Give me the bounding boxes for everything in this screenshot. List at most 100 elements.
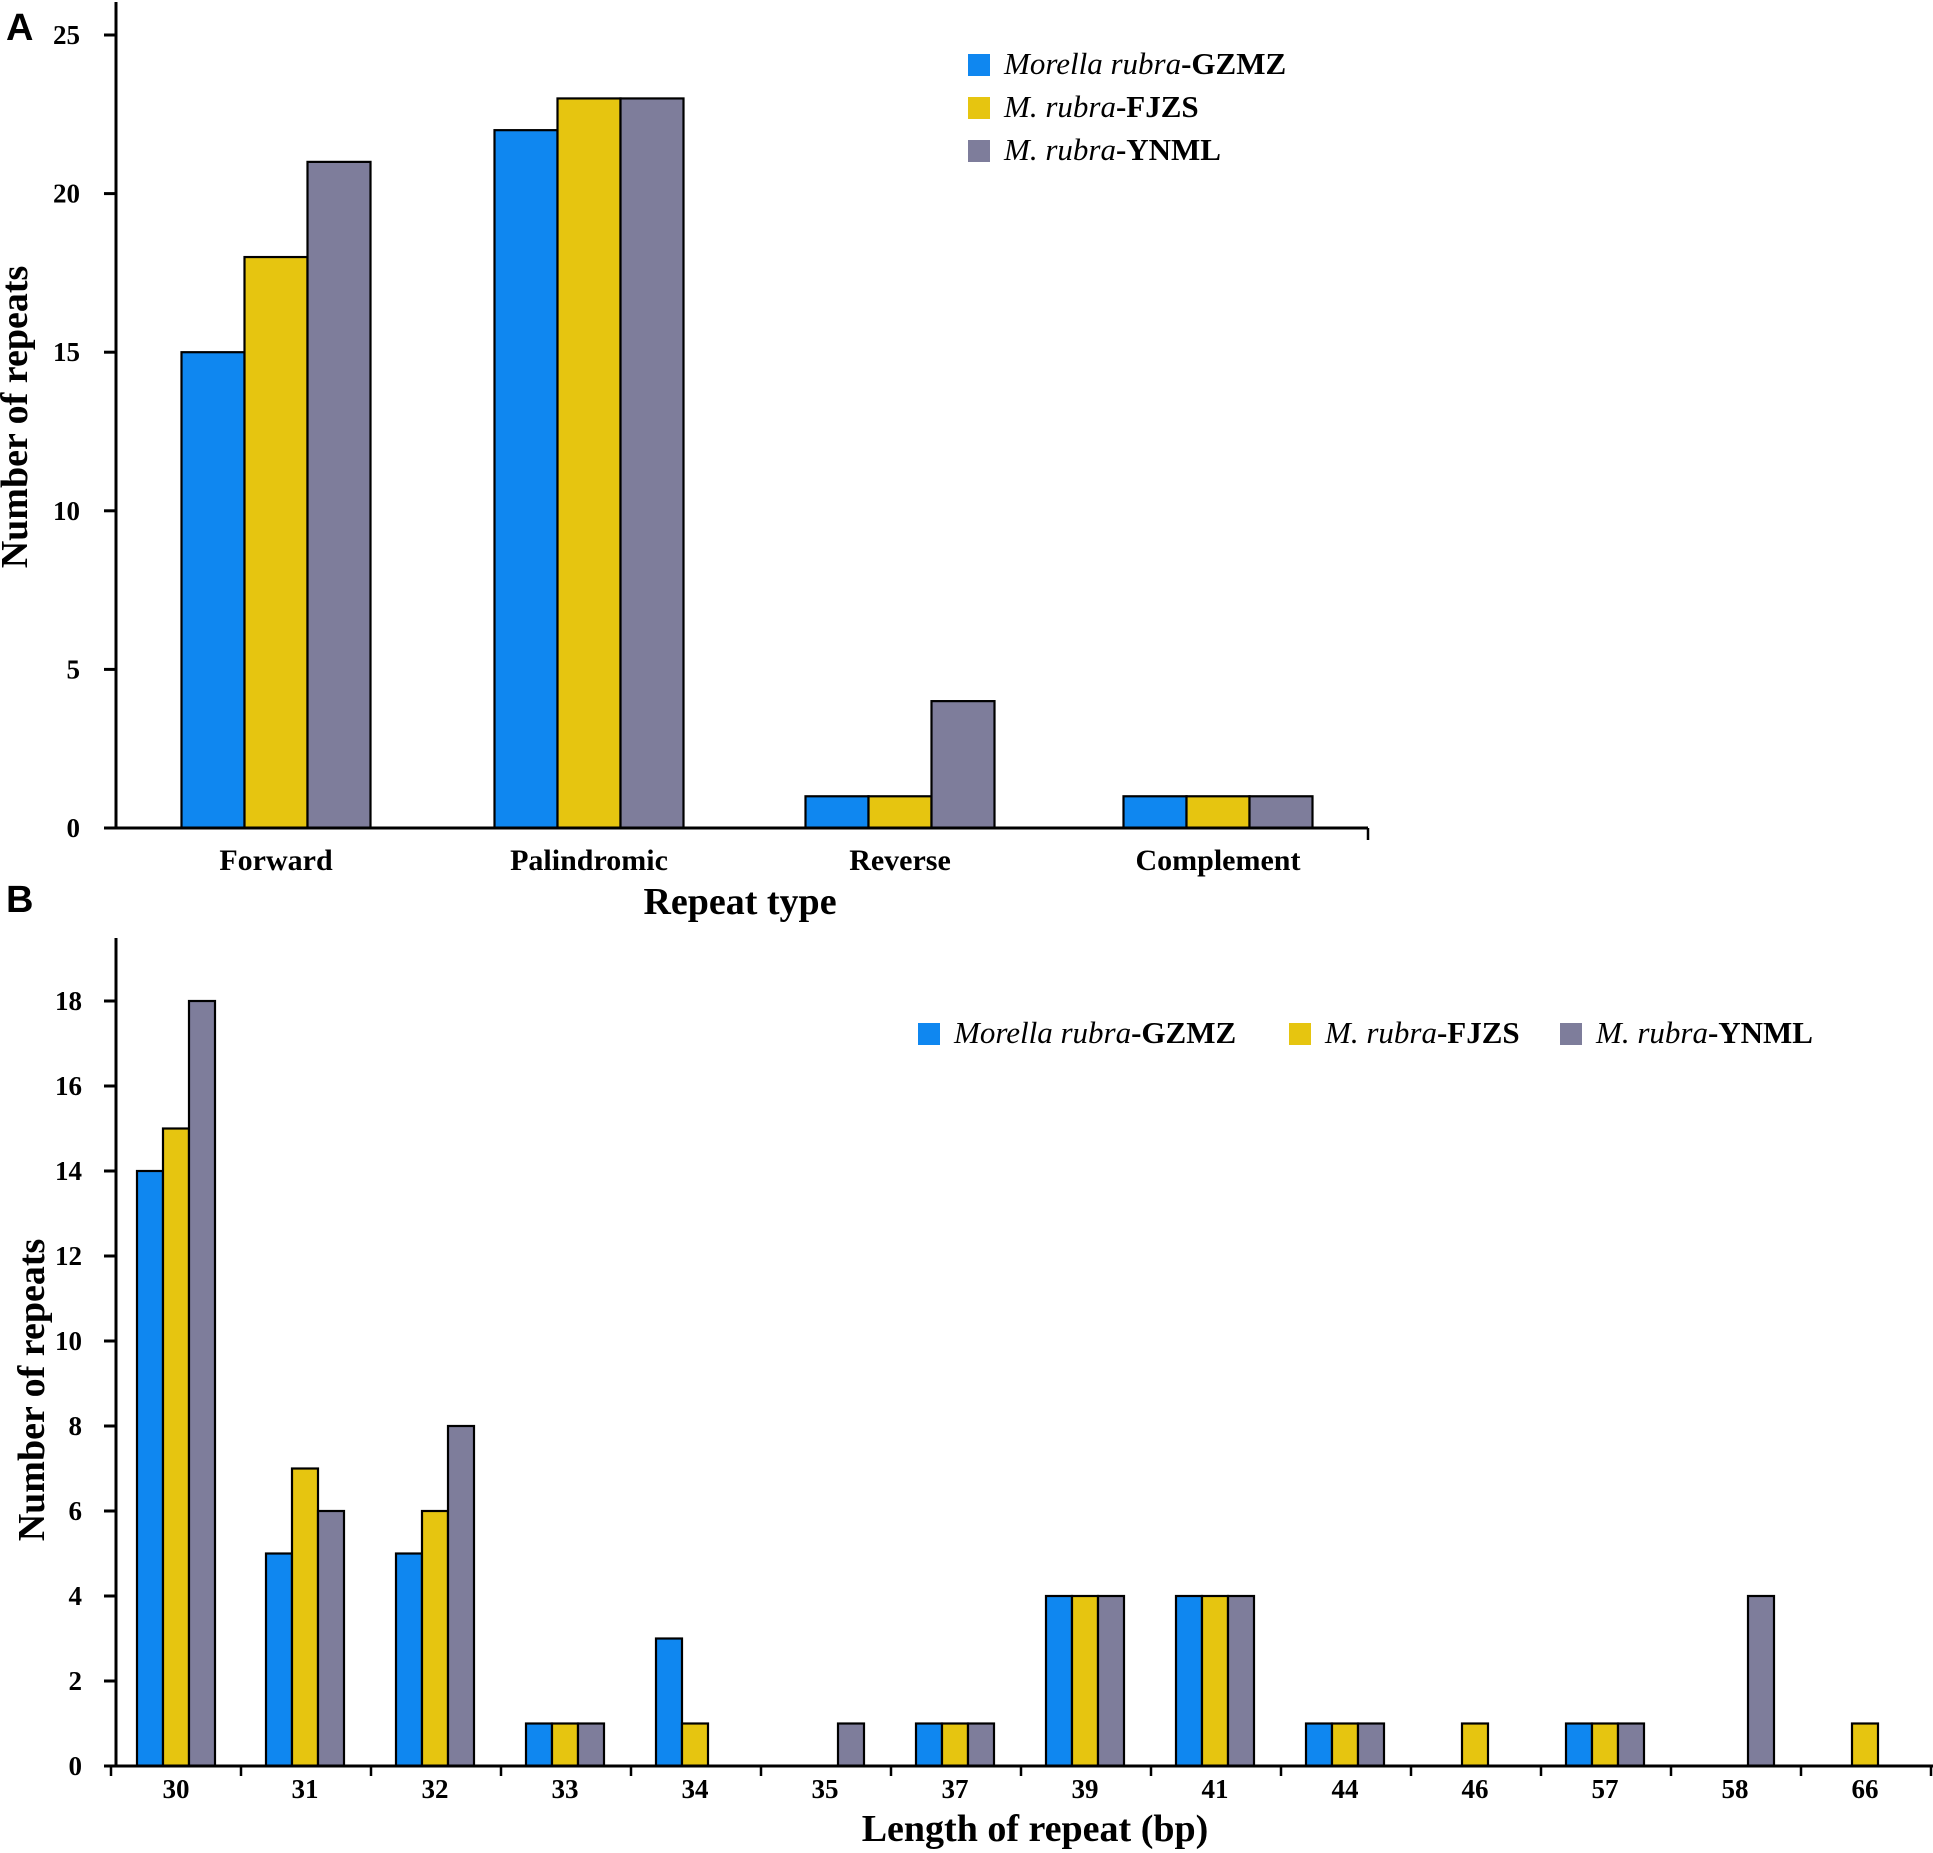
panel-b-x-category-label-33: 33 <box>552 1774 579 1804</box>
panel-b-bar-fjzs-30 <box>161 1127 191 1768</box>
panel-a-bar-gzmz-complement <box>1122 795 1188 830</box>
panel-b-bar-ynml-41 <box>1226 1594 1256 1768</box>
panel-a-legend-swatch-gzmz <box>968 54 990 76</box>
panel-b-bar-fjzs-46 <box>1460 1722 1490 1768</box>
panel-b-x-category-label-44: 44 <box>1332 1774 1359 1804</box>
panel-b-bar-gzmz-32 <box>394 1552 424 1768</box>
panel-a-legend-swatch-ynml <box>968 140 990 162</box>
panel-b-bar-ynml-58 <box>1746 1594 1776 1768</box>
panel-b-legend-label-ynml: M. rubra-YNML <box>1595 1015 1813 1050</box>
panel-b-x-category-label-46: 46 <box>1462 1774 1489 1804</box>
panel-b-x-category-label-57: 57 <box>1592 1774 1619 1804</box>
panel-a-bar-fjzs-reverse <box>867 795 933 830</box>
panel-b-x-category-label-41: 41 <box>1202 1774 1229 1804</box>
panel-b-y-tick-label-8: 8 <box>69 1411 83 1441</box>
panel-b-bar-ynml-31 <box>316 1509 346 1768</box>
panel-b-bar-fjzs-39 <box>1070 1594 1100 1768</box>
panel-b-x-category-label-34: 34 <box>682 1774 709 1804</box>
panel-a-bar-gzmz-palindromic <box>493 129 559 830</box>
panel-b-x-axis-title: Length of repeat (bp) <box>862 1808 1209 1850</box>
panel-a-label: A <box>6 7 33 49</box>
panel-b-x-category-label-58: 58 <box>1722 1774 1749 1804</box>
panel-a-x-category-label-forward: Forward <box>219 844 333 877</box>
panel-b-bar-gzmz-33 <box>524 1722 554 1768</box>
panel-b-bar-gzmz-31 <box>264 1552 294 1768</box>
panel-b-legend-swatch-fjzs <box>1289 1023 1311 1045</box>
panel-b-legend: Morella rubra-GZMZ M. rubra-FJZS M. rubra-… <box>918 1015 1813 1050</box>
panel-b-bar-ynml-33 <box>576 1722 606 1768</box>
panel-a-y-tick-label-5: 5 <box>67 654 81 684</box>
panel-b-bar-fjzs-37 <box>940 1722 970 1768</box>
panel-b-x-category-label-35: 35 <box>812 1774 839 1804</box>
panel-b-bar-ynml-57 <box>1616 1722 1646 1768</box>
panel-a-y-tick-label-10: 10 <box>53 496 80 526</box>
panel-b-bar-fjzs-57 <box>1590 1722 1620 1768</box>
panel-a-bar-ynml-complement <box>1248 795 1314 830</box>
panel-b-y-tick-label-6: 6 <box>69 1496 83 1526</box>
panel-a-y-tick-label-25: 25 <box>53 20 80 50</box>
panel-a-y-tick-label-20: 20 <box>53 179 80 209</box>
panel-b-x-category-label-31: 31 <box>292 1774 319 1804</box>
panel-b-legend-label-gzmz: Morella rubra-GZMZ <box>953 1015 1236 1050</box>
panel-a-bar-fjzs-complement <box>1185 795 1251 830</box>
panel-b-bar-fjzs-41 <box>1200 1594 1230 1768</box>
panel-b-bar-ynml-30 <box>187 999 217 1768</box>
panel-a-legend-label-fjzs: M. rubra-FJZS <box>1003 89 1199 124</box>
panel-b-bar-ynml-37 <box>966 1722 996 1768</box>
panel-b-bar-fjzs-34 <box>680 1722 710 1768</box>
panel-a-legend-swatch-fjzs <box>968 97 990 119</box>
panel-b-y-tick-label-0: 0 <box>69 1751 83 1781</box>
panel-b-legend-label-fjzs: M. rubra-FJZS <box>1324 1015 1520 1050</box>
panel-a-bars <box>180 97 1314 830</box>
panel-b-y-tick-label-12: 12 <box>55 1241 82 1271</box>
panel-b-bar-gzmz-30 <box>135 1169 165 1768</box>
panel-a-bar-fjzs-forward <box>243 255 309 830</box>
panel-b-y-tick-label-14: 14 <box>55 1156 82 1186</box>
panel-b-bar-gzmz-57 <box>1564 1722 1594 1768</box>
panel-b-bar-gzmz-44 <box>1304 1722 1334 1768</box>
panel-b-bar-fjzs-44 <box>1330 1722 1360 1768</box>
panel-a-bar-ynml-forward <box>306 160 372 830</box>
panel-a-chart: A 0 5 10 15 20 25 Forward Palindromic Reverse Com… <box>0 2 1370 923</box>
panel-b-bar-gzmz-37 <box>914 1722 944 1768</box>
panel-b-bar-fjzs-33 <box>550 1722 580 1768</box>
panel-b-legend-swatch-ynml <box>1560 1023 1582 1045</box>
panel-b-bar-ynml-44 <box>1356 1722 1386 1768</box>
panel-b-y-tick-label-16: 16 <box>55 1071 82 1101</box>
panel-b-bar-ynml-32 <box>446 1424 476 1768</box>
panel-a-legend-label-gzmz: Morella rubra-GZMZ <box>1003 46 1286 81</box>
panel-b-y-tick-label-4: 4 <box>69 1581 83 1611</box>
panel-b-bar-fjzs-66 <box>1850 1722 1880 1768</box>
panel-a-x-category-label-palindromic: Palindromic <box>510 844 668 877</box>
panel-a-x-category-label-complement: Complement <box>1136 844 1301 877</box>
panel-b-x-category-label-39: 39 <box>1072 1774 1099 1804</box>
panel-b-x-category-label-30: 30 <box>163 1774 190 1804</box>
panel-a-bar-ynml-reverse <box>930 700 996 830</box>
panel-b-bar-gzmz-41 <box>1174 1594 1204 1768</box>
panel-a-legend-label-ynml: M. rubra-YNML <box>1003 132 1221 167</box>
panel-a-legend: Morella rubra-GZMZ M. rubra-FJZS M. rubra-… <box>968 46 1286 167</box>
panel-a-y-axis-title: Number of repeats <box>0 266 36 569</box>
panel-a-bar-gzmz-reverse <box>804 795 870 830</box>
panel-b-y-axis-title: Number of repeats <box>11 1239 53 1542</box>
panel-a-y-tick-label-0: 0 <box>67 813 81 843</box>
panel-b-bar-fjzs-31 <box>290 1467 320 1768</box>
panel-a-bar-fjzs-palindromic <box>556 97 622 830</box>
panel-b-y-tick-label-2: 2 <box>69 1666 83 1696</box>
panel-b-bar-fjzs-32 <box>420 1509 450 1768</box>
panel-b-bar-gzmz-34 <box>654 1637 684 1768</box>
panel-b-legend-swatch-gzmz <box>918 1023 940 1045</box>
panel-b-x-category-label-66: 66 <box>1852 1774 1879 1804</box>
panel-a-bar-gzmz-forward <box>180 351 246 830</box>
panel-a-y-tick-label-15: 15 <box>53 337 80 367</box>
panel-b-y-tick-label-10: 10 <box>55 1326 82 1356</box>
panel-b-bar-ynml-39 <box>1096 1594 1126 1768</box>
panel-a-x-category-label-reverse: Reverse <box>849 844 951 877</box>
panel-b-bar-ynml-35 <box>836 1722 866 1768</box>
panel-b-label: B <box>6 879 33 921</box>
panel-b-bars <box>135 999 1880 1768</box>
panel-a-bar-ynml-palindromic <box>619 97 685 830</box>
panel-b-y-tick-label-18: 18 <box>55 986 82 1016</box>
